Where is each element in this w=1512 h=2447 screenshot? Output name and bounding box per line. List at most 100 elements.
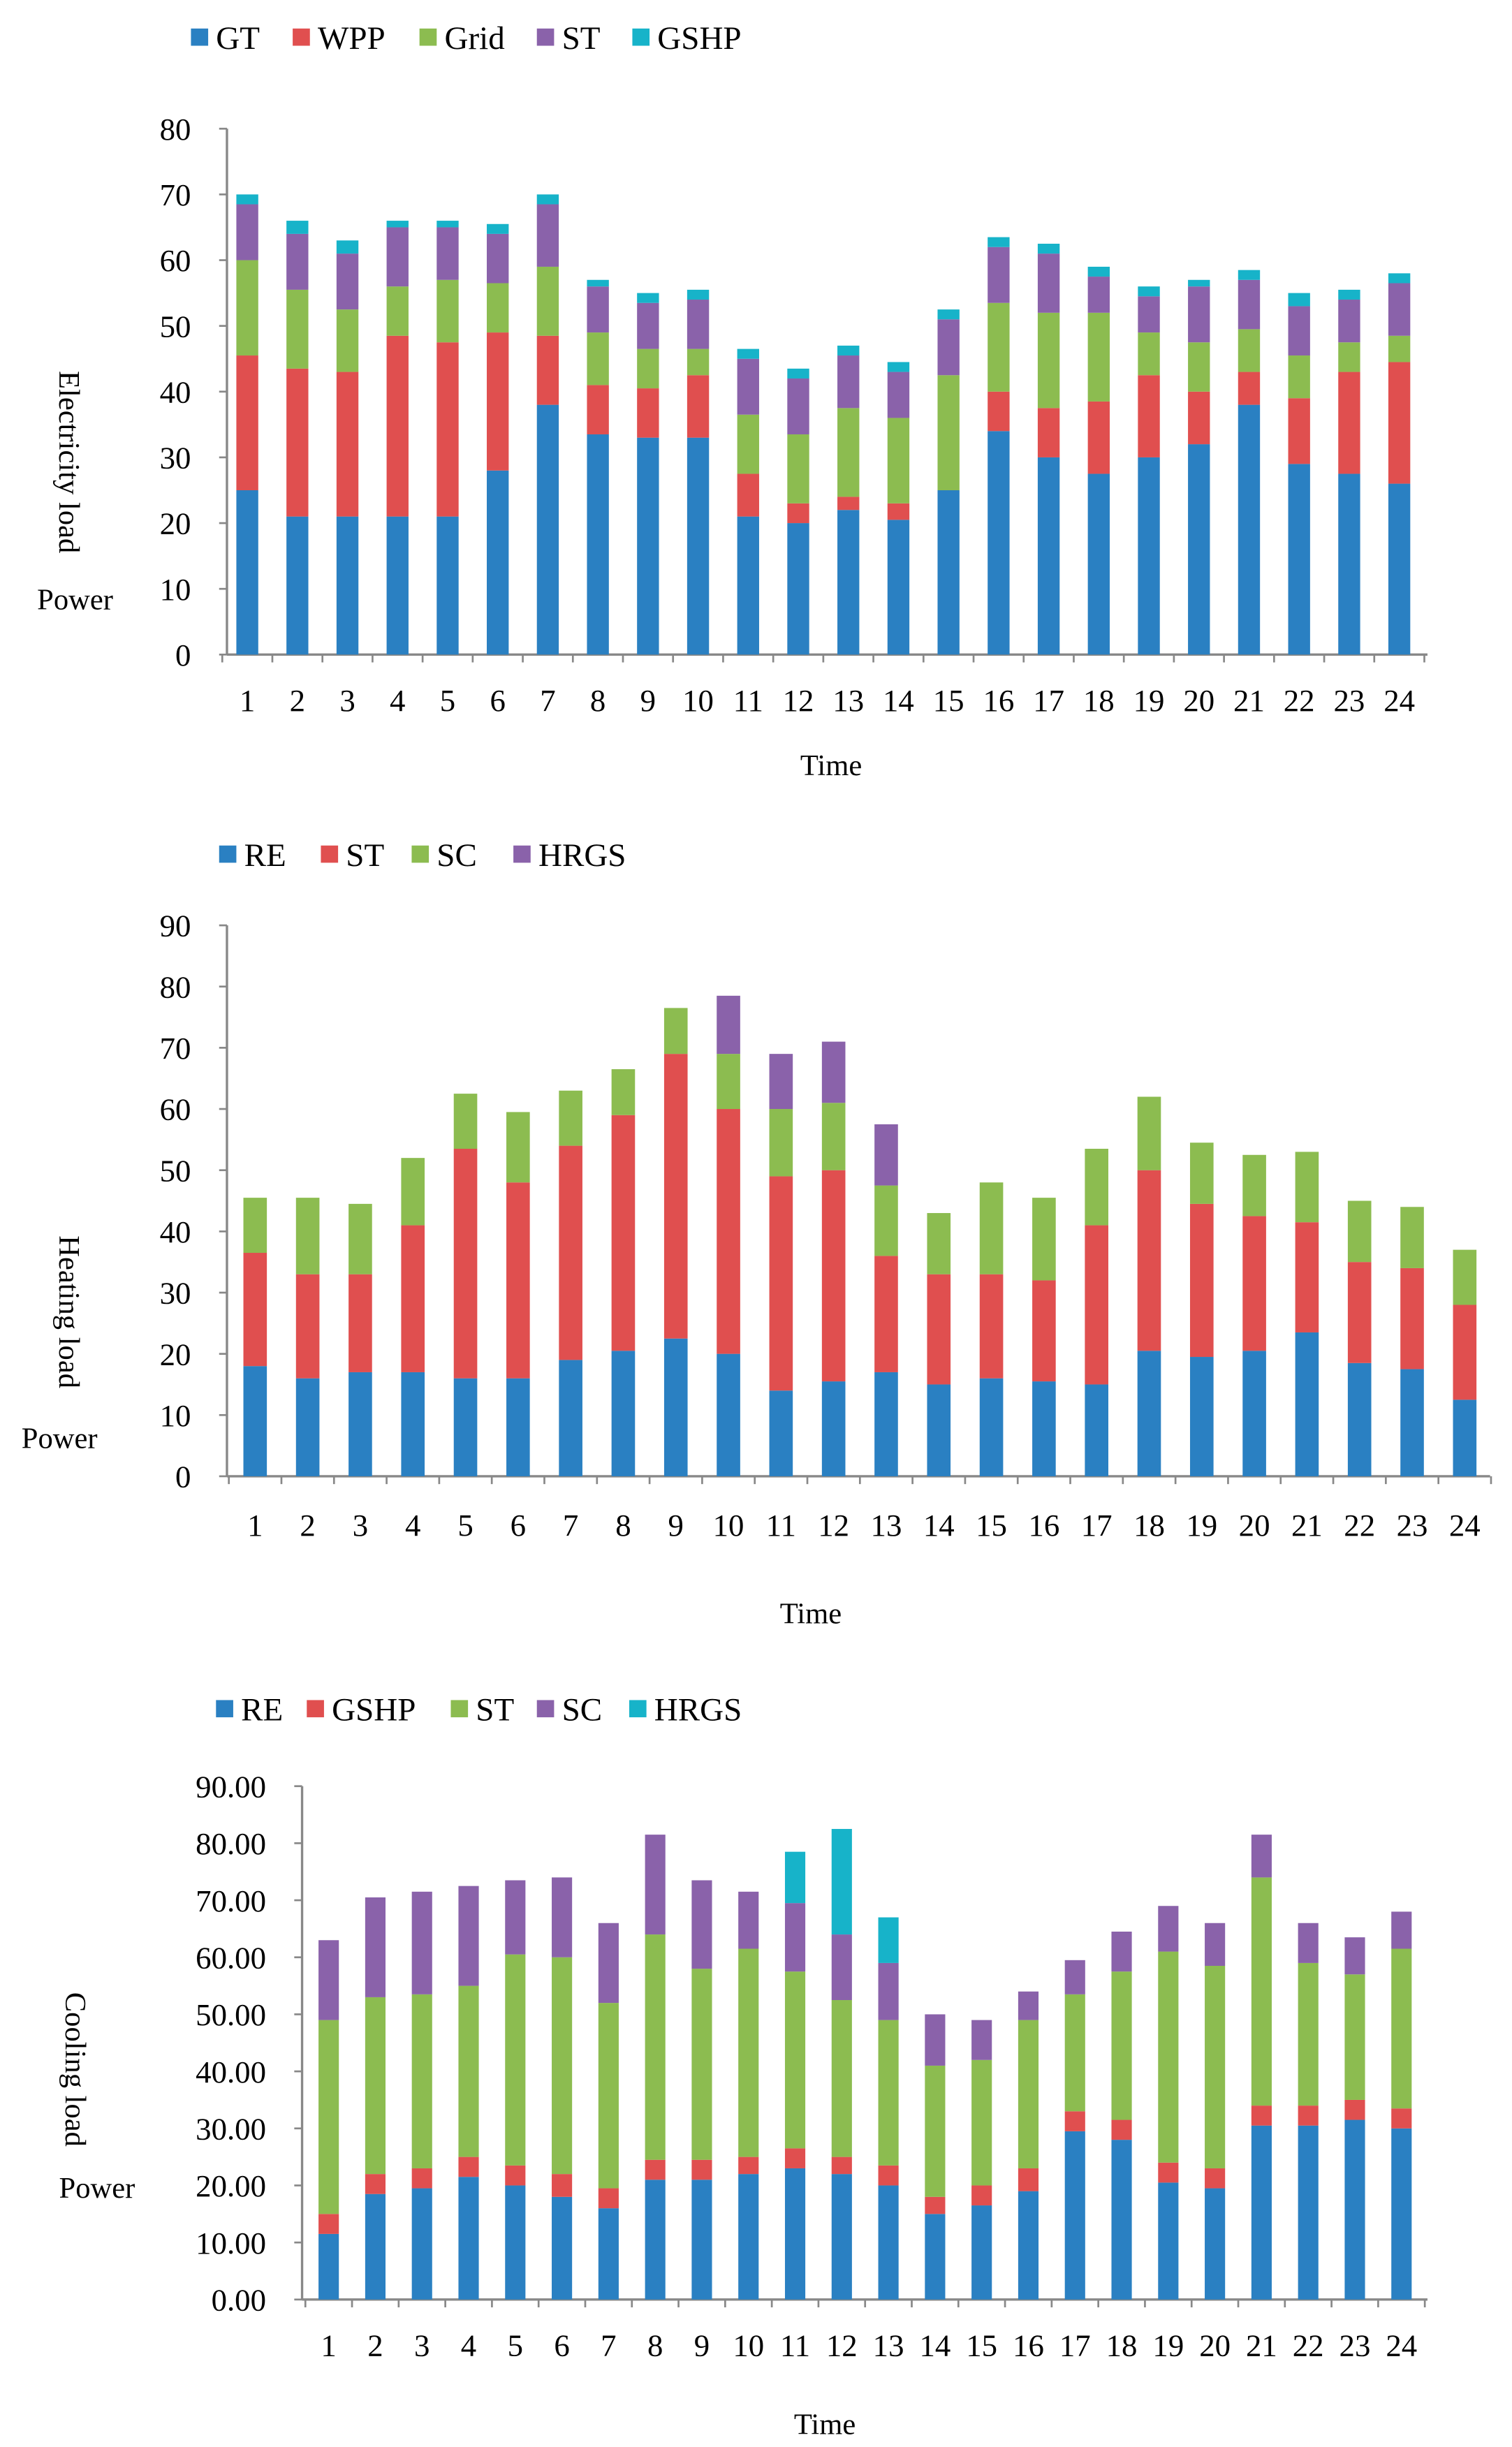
bar-wpp-21 [1238,372,1261,405]
bar-gt-24 [1388,483,1411,655]
bar-gt-14 [887,520,910,655]
bar-gt-15 [937,490,960,655]
bar-st-10 [687,300,710,349]
bar-grid-17 [1037,312,1060,409]
legend-label-st: ST [562,20,601,57]
y-tick-label: 20 [160,506,191,541]
y-tick-label: 60.00 [196,1940,266,1975]
bar-st-4 [386,227,409,287]
bar-st-6 [506,1182,530,1379]
bar-hrgs-12 [821,1041,846,1103]
bar-grid-14 [887,418,910,504]
bar-gshp-4 [386,221,409,228]
bar-re-4 [401,1372,425,1476]
bar-grid-1 [236,260,258,356]
bar-re-13 [874,1372,898,1476]
y-axis-subtitle: Power [22,1423,98,1455]
bar-grid-21 [1238,329,1261,372]
bar-st-8 [587,286,609,333]
bar-st-13 [874,1256,898,1372]
bar-hrgs-11 [784,1851,806,1904]
legend-swatch-sc [536,1700,555,1718]
bar-gshp-20 [1188,279,1210,287]
x-tick-label: 23 [1334,683,1365,718]
x-tick-label: 11 [733,683,763,718]
bar-gshp-19 [1158,2162,1179,2183]
legend-label-wpp: WPP [318,20,386,57]
bar-gshp-24 [1391,2108,1412,2129]
bar-sc-17 [1064,1960,1085,1994]
y-axis-subtitle: Power [59,2172,135,2205]
bar-gt-3 [336,516,359,655]
y-tick-label: 0 [175,1460,191,1494]
bar-gt-23 [1338,473,1360,655]
bar-st-5 [505,1954,526,2166]
bar-re-8 [645,2180,666,2300]
bar-gshp-2 [365,2174,386,2194]
y-tick-label: 70.00 [196,1883,266,1918]
bar-sc-7 [598,1923,619,2004]
legend-label-gshp: GSHP [657,20,741,57]
bar-st-19 [1158,1951,1179,2163]
bar-sc-12 [821,1103,846,1170]
y-tick-label: 10.00 [196,2226,266,2261]
bar-sc-14 [927,1213,951,1274]
bar-re-18 [1111,2140,1132,2300]
bar-wpp-12 [787,503,809,524]
bar-gshp-7 [598,2188,619,2209]
bar-sc-18 [1137,1096,1161,1170]
bar-gshp-16 [988,237,1010,247]
y-tick-label: 90 [160,909,191,943]
bar-st-5 [453,1148,478,1379]
x-tick-label: 8 [647,2328,663,2363]
bar-st-16 [1018,2020,1039,2168]
bar-st-20 [1188,286,1210,343]
x-tick-label: 3 [339,683,355,718]
bar-hrgs-13 [874,1124,898,1186]
x-tick-label: 7 [540,683,555,718]
bar-re-1 [318,2233,339,2300]
bar-re-7 [598,2208,619,2300]
bar-grid-22 [1288,355,1310,399]
bar-gshp-22 [1298,2106,1319,2126]
bar-st-24 [1391,1948,1412,2109]
bar-st-23 [1338,300,1360,343]
x-tick-label: 5 [440,683,455,718]
bar-gt-5 [436,516,459,655]
bar-re-19 [1158,2182,1179,2300]
x-tick-label: 20 [1199,2328,1231,2363]
legend-swatch-re [219,845,237,863]
x-tick-label: 1 [247,1508,263,1543]
legend-label-gshp: GSHP [332,1692,416,1728]
bar-sc-22 [1347,1200,1372,1263]
bar-sc-24 [1453,1249,1477,1305]
bar-st-15 [971,2059,992,2186]
legend-swatch-sc [411,845,430,863]
y-tick-label: 60 [160,243,191,278]
x-tick-label: 18 [1083,683,1115,718]
bar-gshp-1 [236,194,258,205]
x-tick-label: 14 [883,683,914,718]
bar-st-7 [598,2003,619,2189]
bar-st-14 [927,1274,951,1385]
bar-st-3 [336,253,359,310]
bar-sc-19 [1189,1142,1214,1204]
x-axis-title: Time [800,749,862,782]
x-tick-label: 14 [923,1508,955,1543]
legend-label-hrgs: HRGS [654,1692,742,1728]
x-tick-label: 19 [1152,2328,1184,2363]
bar-gshp-11 [784,2148,806,2168]
bar-wpp-7 [536,335,559,405]
x-tick-label: 11 [766,1508,796,1543]
bar-st-7 [559,1145,582,1360]
bar-gshp-22 [1288,293,1310,307]
y-tick-label: 60 [160,1092,191,1127]
bar-sc-7 [559,1090,582,1146]
x-tick-label: 22 [1293,2328,1324,2363]
bar-gt-20 [1188,444,1210,655]
bar-gt-16 [988,431,1010,655]
bar-sc-2 [295,1198,320,1274]
bar-st-5 [436,227,459,280]
bar-gt-2 [286,516,309,655]
y-tick-label: 30 [160,441,191,476]
